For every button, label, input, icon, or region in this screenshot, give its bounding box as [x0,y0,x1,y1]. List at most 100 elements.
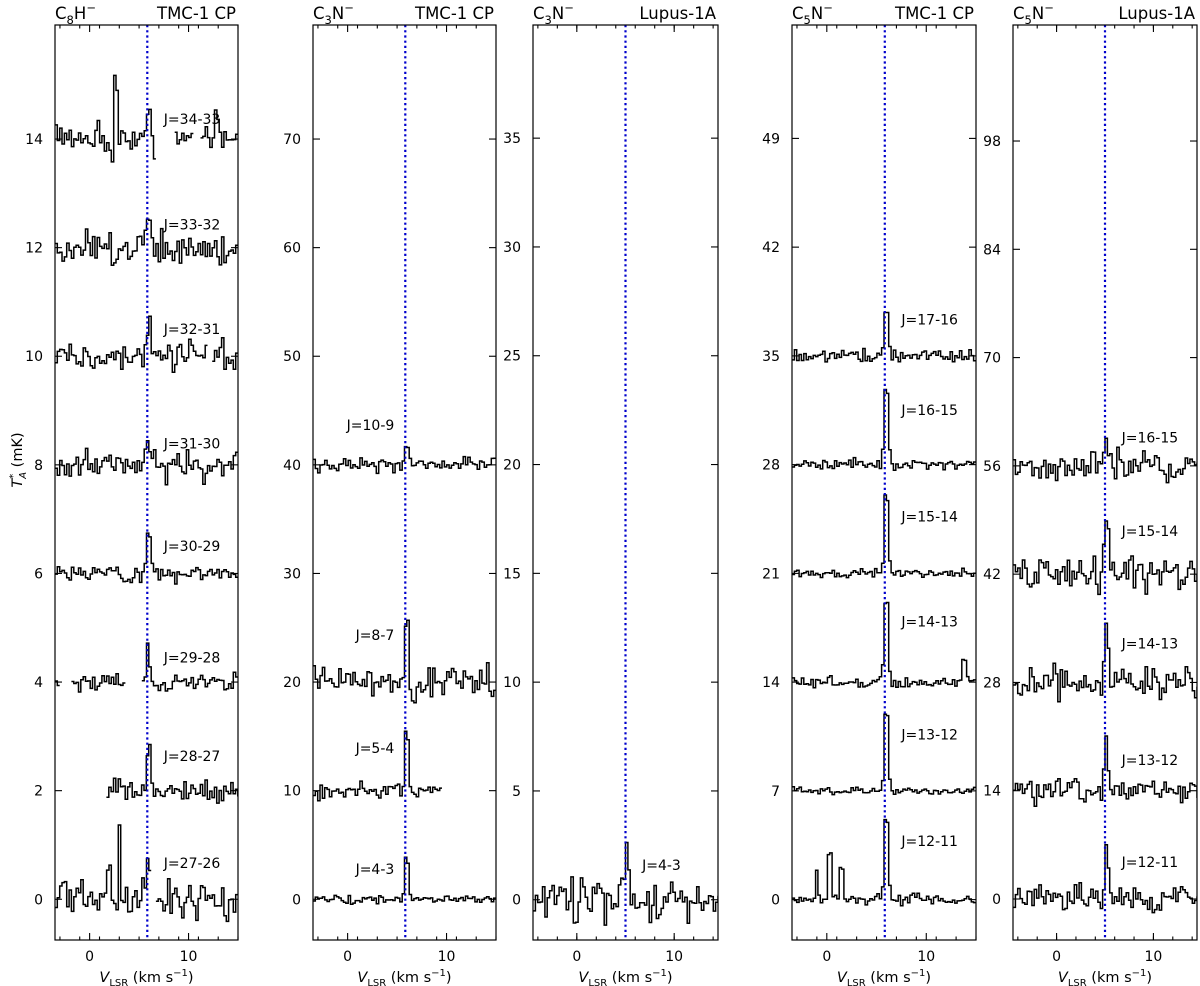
transition-label: J=15-14 [1121,524,1179,540]
spectrum-J=31-30 [55,440,238,486]
y-tick-label: 60 [283,241,301,257]
y-tick-label: 49 [762,131,780,147]
spectra-group [533,841,718,926]
transition-label: J=13-12 [900,728,958,744]
y-tick-label: 10 [503,675,521,691]
panel-species: C3N− [533,1,574,27]
spectrum-J=34-33 [55,74,238,163]
panel-species: C8H− [55,1,96,27]
x-tick-label: 10 [1145,949,1163,965]
y-axis-label: T*A (mK) [8,432,29,487]
spectrum-J=16-15 [1013,437,1197,484]
y-tick-label: 20 [283,675,301,691]
spectrum-J=12-11 [792,818,976,907]
x-axis-label: VLSR (km s−1) [578,968,672,986]
x-tick-label: 0 [343,949,352,965]
x-tick-label: 0 [1052,949,1061,965]
panel-source: Lupus-1A [1118,4,1195,23]
y-tick-label: 56 [983,459,1001,475]
axes-frame [1012,24,1198,941]
y-tick-label: 50 [283,349,301,365]
y-tick-label: 10 [25,349,43,365]
transition-label: J=29-28 [163,651,221,667]
transition-label: J=16-15 [1121,431,1179,447]
y-tick-label: 10 [283,784,301,800]
panel-4: J=12-11 J=13-12 J=14-13 J=15-14 J=16-15 J=17-… [762,1,977,986]
transition-label: J=32-31 [163,322,221,338]
axes-frame [532,24,719,941]
transition-label: J=27-26 [163,856,221,872]
y-tick-label: 12 [25,241,43,257]
y-tick-label: 4 [34,675,43,691]
x-tick-label: 10 [917,949,935,965]
transition-label: J=31-30 [163,436,221,452]
spectrum-J=28-27 [106,743,238,804]
y-tick-label: 25 [503,349,521,365]
spectrum-J=13-12 [1013,735,1197,807]
panel-source: TMC-1 CP [414,4,494,23]
x-tick-label: 10 [665,949,683,965]
y-tick-label: 42 [983,567,1001,583]
y-tick-label: 30 [503,240,521,256]
x-axis-label: VLSR (km s−1) [99,968,193,986]
y-tick-label: 14 [762,675,780,691]
transition-label: J=4-3 [355,862,395,878]
transition-label: J=14-13 [900,615,958,631]
y-tick-label: 28 [983,675,1001,691]
spectrum-J=5-4 [313,730,442,802]
transition-label: J=30-29 [163,539,221,555]
spectrum-J=8-7 [313,619,496,704]
y-tick-label: 14 [983,784,1001,800]
y-tick-label: 70 [283,132,301,148]
spectrum-J=10-9 [313,445,496,475]
panel-species: C5N− [1013,1,1054,27]
y-tick-label: 35 [762,349,780,365]
transition-label: J=16-15 [900,403,958,419]
y-tick-label: 0 [512,893,521,909]
axes-frame [54,24,239,941]
panel-1: J=27-26 J=28-27 J=29-28 J=30-29 J=31-30 J=32-… [25,1,239,986]
transition-label: J=10-9 [346,418,395,434]
spectrum-J=30-29 [55,532,238,585]
panel-species: C3N− [313,1,354,27]
y-tick-label: 0 [34,892,43,908]
y-tick-label: 40 [283,458,301,474]
transition-label: J=28-27 [163,749,221,765]
y-tick-label: 8 [34,458,43,474]
spectrum-J=29-28 [55,642,238,693]
panel-source: TMC-1 CP [156,4,236,23]
y-tick-label: 30 [283,566,301,582]
transition-label: J=33-32 [163,218,221,234]
axes-frame [312,24,497,941]
transition-label: J=8-7 [355,628,395,644]
y-tick-label: 98 [983,134,1001,150]
spectrum-J=13-12 [792,713,976,796]
transition-label: J=5-4 [355,741,395,757]
spectrum-J=14-13 [1013,622,1197,703]
y-tick-label: 28 [762,458,780,474]
y-tick-label: 20 [503,458,521,474]
x-axis-label: VLSR (km s−1) [837,968,931,986]
x-tick-label: 0 [822,949,831,965]
y-tick-label: 84 [983,242,1001,258]
x-axis-label: VLSR (km s−1) [357,968,451,986]
y-tick-label: 2 [34,784,43,800]
y-tick-label: 0 [292,892,301,908]
panel-2: J=4-3 J=5-4 J=8-7 J=10-9 0 10 20 30 40 50 60 70 0 10 C… [283,1,497,986]
spectrum-J=12-11 [1013,844,1197,914]
x-axis-label: VLSR (km s−1) [1058,968,1152,986]
spectrum-J=32-31 [55,315,238,373]
y-tick-label: 70 [983,351,1001,367]
spectrum-J=16-15 [792,388,976,471]
y-tick-label: 21 [762,566,780,582]
spectrum-J=27-26 [55,824,238,923]
axes-frame [791,24,977,941]
y-tick-label: 15 [503,566,521,582]
y-tick-label: 14 [25,132,43,148]
transition-label: J=34-33 [163,112,221,128]
transition-label: J=12-11 [900,834,958,850]
spectra-group [1013,437,1197,914]
transition-label: J=4-3 [641,858,681,874]
transition-label: J=13-12 [1121,753,1179,769]
